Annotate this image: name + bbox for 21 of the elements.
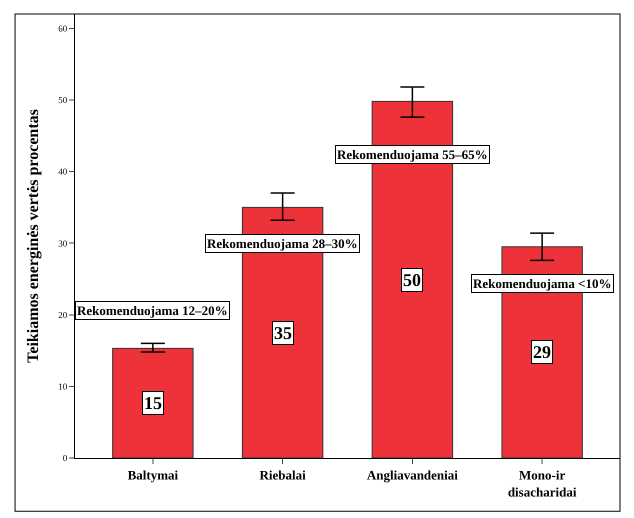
y-tick-label: 50 bbox=[58, 95, 68, 106]
y-tick-label: 10 bbox=[58, 382, 68, 392]
y-axis-title: Teikiamos energinės vertės procentas bbox=[25, 109, 42, 363]
y-tick-label: 0 bbox=[62, 453, 68, 464]
x-tick-label: Angliavandeniai bbox=[366, 468, 458, 483]
annotation: Rekomenduojama <10% bbox=[473, 276, 612, 291]
bar bbox=[112, 348, 194, 458]
y-tick-label: 60 bbox=[58, 23, 68, 34]
data-label: 15 bbox=[144, 393, 162, 413]
annotation: Rekomenduojama 28–30% bbox=[207, 236, 358, 251]
annotation: Rekomenduojama 55–65% bbox=[337, 147, 488, 162]
data-label: 35 bbox=[274, 323, 292, 343]
x-tick-label: Mono-ir disacharidai bbox=[508, 468, 577, 500]
y-tick-label: 20 bbox=[58, 310, 68, 320]
x-tick-label: Baltymai bbox=[128, 468, 179, 483]
y-tick-label: 30 bbox=[58, 238, 68, 248]
data-label: 50 bbox=[403, 270, 421, 290]
annotation: Rekomenduojama 12–20% bbox=[77, 303, 228, 318]
data-label: 29 bbox=[533, 342, 551, 362]
y-tick-label: 40 bbox=[58, 166, 68, 177]
x-tick-label: Riebalai bbox=[260, 468, 306, 483]
